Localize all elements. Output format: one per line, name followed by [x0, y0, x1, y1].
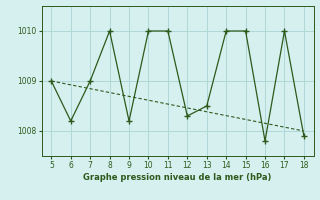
X-axis label: Graphe pression niveau de la mer (hPa): Graphe pression niveau de la mer (hPa) [84, 173, 272, 182]
